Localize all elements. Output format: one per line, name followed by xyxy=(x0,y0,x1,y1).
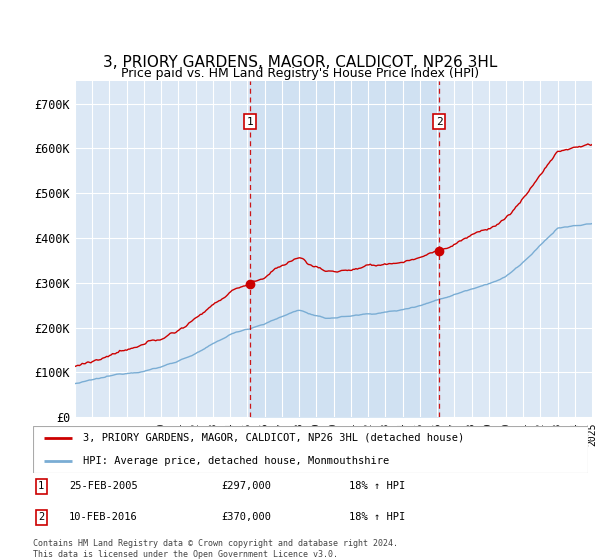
Text: 1: 1 xyxy=(247,116,253,127)
Text: 2: 2 xyxy=(436,116,442,127)
Text: Price paid vs. HM Land Registry's House Price Index (HPI): Price paid vs. HM Land Registry's House … xyxy=(121,67,479,80)
Text: 18% ↑ HPI: 18% ↑ HPI xyxy=(349,512,406,522)
Text: 3, PRIORY GARDENS, MAGOR, CALDICOT, NP26 3HL (detached house): 3, PRIORY GARDENS, MAGOR, CALDICOT, NP26… xyxy=(83,432,464,442)
Text: HPI: Average price, detached house, Monmouthshire: HPI: Average price, detached house, Monm… xyxy=(83,456,389,466)
Text: 18% ↑ HPI: 18% ↑ HPI xyxy=(349,482,406,491)
Text: 1: 1 xyxy=(38,482,44,491)
Text: 10-FEB-2016: 10-FEB-2016 xyxy=(69,512,138,522)
Text: 3, PRIORY GARDENS, MAGOR, CALDICOT, NP26 3HL: 3, PRIORY GARDENS, MAGOR, CALDICOT, NP26… xyxy=(103,55,497,70)
Text: £370,000: £370,000 xyxy=(222,512,272,522)
Text: £297,000: £297,000 xyxy=(222,482,272,491)
Text: 25-FEB-2005: 25-FEB-2005 xyxy=(69,482,138,491)
Text: 2: 2 xyxy=(38,512,44,522)
Text: Contains HM Land Registry data © Crown copyright and database right 2024.
This d: Contains HM Land Registry data © Crown c… xyxy=(33,539,398,559)
